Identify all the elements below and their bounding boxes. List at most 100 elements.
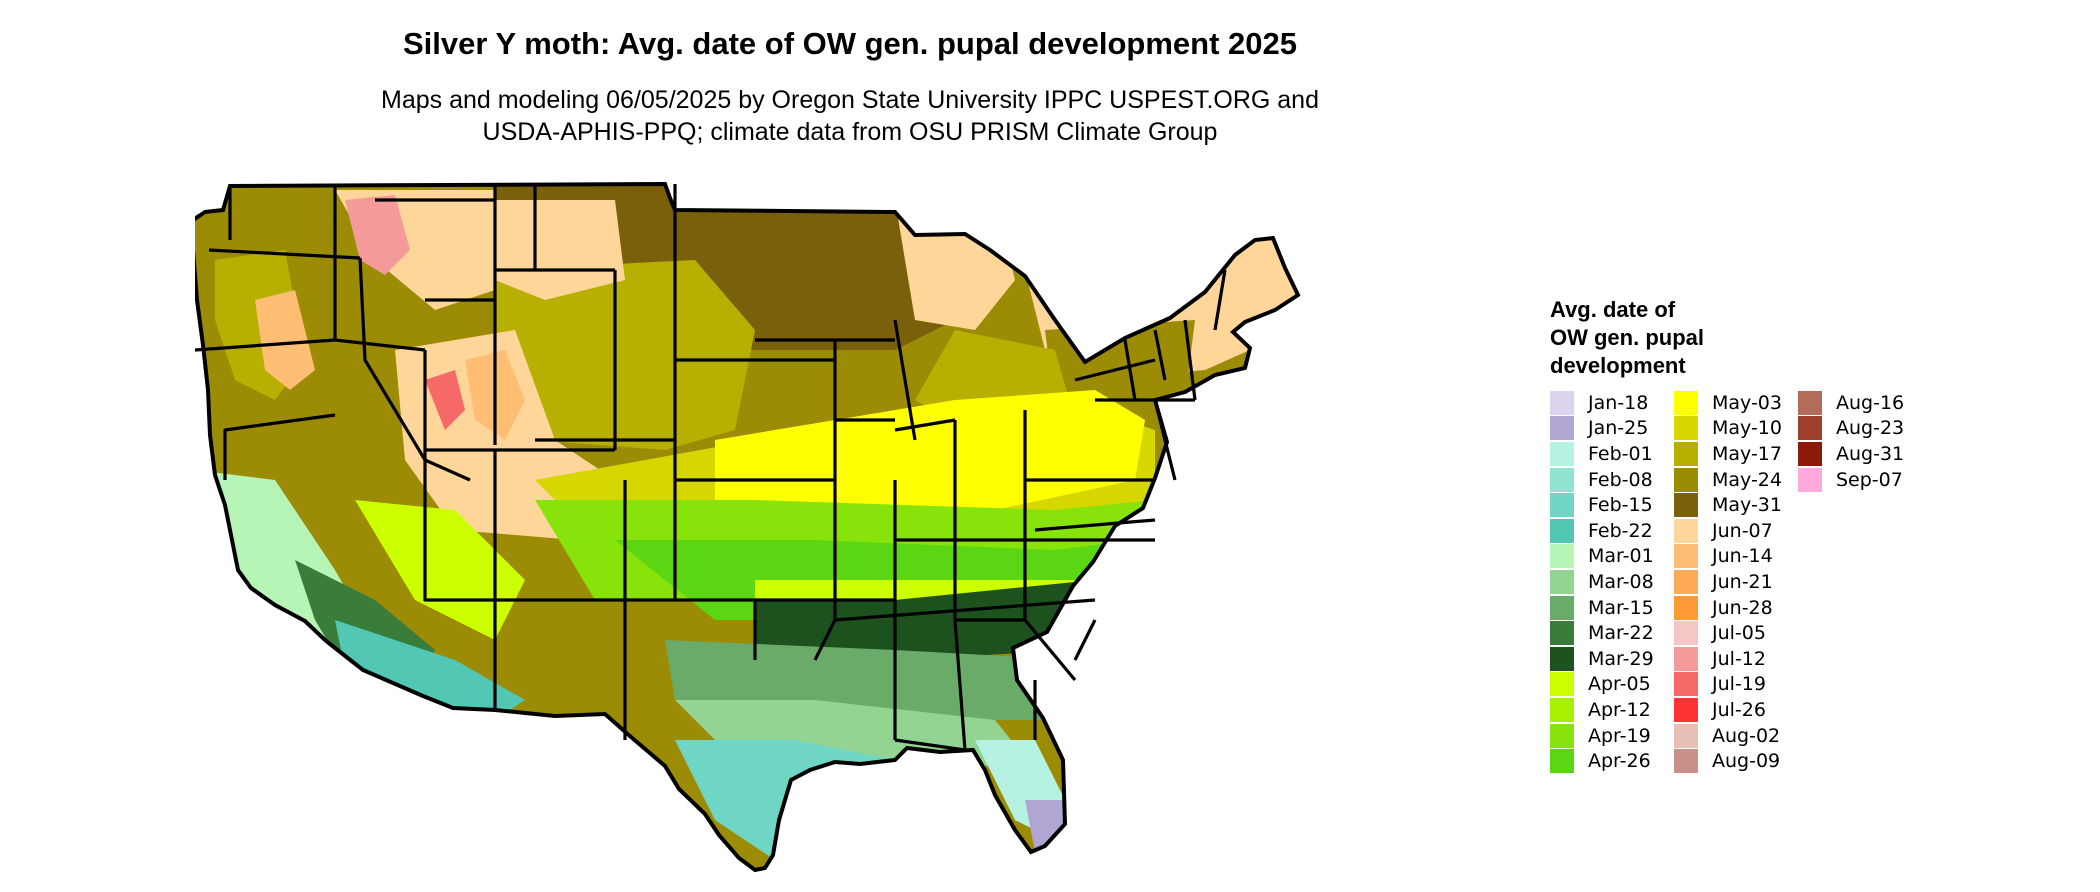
legend-label: Jun-21 bbox=[1712, 570, 1773, 593]
legend-swatch bbox=[1550, 595, 1574, 620]
legend-swatch bbox=[1550, 749, 1574, 774]
legend-swatch bbox=[1674, 569, 1698, 594]
legend-swatch bbox=[1550, 467, 1574, 492]
legend-label: Aug-23 bbox=[1836, 417, 1905, 440]
legend-columns: Jan-18 Jan-25 Feb-01 Feb-08 Feb-15 Feb-22 Mar-… bbox=[1550, 390, 2090, 774]
map-region-feb-22 bbox=[335, 620, 525, 720]
legend-item: Aug-09 bbox=[1674, 748, 1798, 774]
legend-swatch bbox=[1674, 621, 1698, 646]
legend-title: Avg. date of OW gen. pupal development bbox=[1550, 296, 2090, 380]
state-border bbox=[834, 598, 1096, 622]
legend-label: Feb-08 bbox=[1588, 468, 1653, 491]
legend-item: May-03 bbox=[1674, 390, 1798, 416]
legend-swatch bbox=[1674, 441, 1698, 466]
legend-swatch bbox=[1798, 467, 1822, 492]
legend-label: Mar-29 bbox=[1588, 647, 1654, 670]
legend-item: Jul-12 bbox=[1674, 646, 1798, 672]
state-border bbox=[953, 619, 967, 751]
state-border bbox=[1074, 358, 1156, 382]
legend-item: Jun-28 bbox=[1674, 595, 1798, 621]
legend-label: Apr-19 bbox=[1588, 724, 1651, 747]
legend-label: Apr-12 bbox=[1588, 698, 1651, 721]
legend-swatch bbox=[1550, 646, 1574, 671]
subtitle-line-2: USDA-APHIS-PPQ; climate data from OSU PR… bbox=[482, 118, 1218, 146]
map-region-jun-07 bbox=[495, 200, 625, 300]
state-border bbox=[334, 338, 426, 352]
legend-label: Aug-31 bbox=[1836, 442, 1905, 465]
legend-item: May-31 bbox=[1674, 492, 1798, 518]
legend-item: May-17 bbox=[1674, 441, 1798, 467]
legend-item: Jun-21 bbox=[1674, 569, 1798, 595]
legend-item: Aug-31 bbox=[1798, 441, 1922, 467]
map-region-may-17 bbox=[495, 260, 755, 450]
legend-column: May-03 May-10 May-17 May-24 May-31 Jun-07 Jun-… bbox=[1674, 390, 1798, 774]
legend-label: Jul-26 bbox=[1712, 698, 1766, 721]
legend-item: Jul-19 bbox=[1674, 672, 1798, 698]
legend-swatch bbox=[1674, 672, 1698, 697]
legend-swatch bbox=[1798, 441, 1822, 466]
state-border bbox=[1213, 269, 1227, 331]
subtitle-line-1: Maps and modeling 06/05/2025 by Oregon S… bbox=[381, 86, 1319, 114]
legend-label: May-17 bbox=[1712, 442, 1782, 465]
legend-label: May-31 bbox=[1712, 494, 1782, 517]
legend-swatch bbox=[1550, 493, 1574, 518]
legend-item: May-24 bbox=[1674, 467, 1798, 493]
legend-item: Feb-01 bbox=[1550, 441, 1674, 467]
legend-item: Mar-08 bbox=[1550, 569, 1674, 595]
chart-subtitle: Maps and modeling 06/05/2025 by Oregon S… bbox=[0, 84, 1700, 148]
legend-swatch bbox=[1550, 672, 1574, 697]
state-border bbox=[1123, 339, 1137, 401]
legend-label: Jun-14 bbox=[1712, 545, 1773, 568]
legend-swatch bbox=[1674, 467, 1698, 492]
legend-label: Apr-05 bbox=[1588, 673, 1651, 696]
chart-title: Silver Y moth: Avg. date of OW gen. pupa… bbox=[402, 26, 1298, 61]
legend-item: Mar-01 bbox=[1550, 544, 1674, 570]
legend-swatch bbox=[1550, 621, 1574, 646]
legend-swatch bbox=[1550, 544, 1574, 569]
legend-swatch bbox=[1798, 390, 1822, 415]
legend-title-line-3: development bbox=[1550, 353, 1686, 378]
legend-label: May-24 bbox=[1712, 468, 1782, 491]
legend-column: Aug-16 Aug-23 Aug-31 Sep-07 bbox=[1798, 390, 1922, 774]
state-border bbox=[1023, 618, 1077, 682]
legend-swatch bbox=[1550, 569, 1574, 594]
legend-item: Aug-16 bbox=[1798, 390, 1922, 416]
legend-item: Apr-05 bbox=[1550, 672, 1674, 698]
legend-label: May-10 bbox=[1712, 417, 1782, 440]
state-border bbox=[223, 413, 336, 480]
legend-swatch bbox=[1550, 518, 1574, 543]
legend-item: Feb-22 bbox=[1550, 518, 1674, 544]
legend-item: Jun-07 bbox=[1674, 518, 1798, 544]
legend-swatch bbox=[1674, 595, 1698, 620]
legend-item: Mar-22 bbox=[1550, 620, 1674, 646]
legend-item: May-10 bbox=[1674, 416, 1798, 442]
legend-swatch bbox=[1674, 390, 1698, 415]
legend-item: Mar-15 bbox=[1550, 595, 1674, 621]
legend-label: Jul-05 bbox=[1712, 622, 1766, 645]
state-border bbox=[1153, 329, 1167, 381]
legend-swatch bbox=[1798, 416, 1822, 441]
legend-label: Jun-28 bbox=[1712, 596, 1773, 619]
legend-item: Jan-25 bbox=[1550, 416, 1674, 442]
legend-item: Apr-19 bbox=[1550, 723, 1674, 749]
legend-label: Feb-22 bbox=[1588, 519, 1653, 542]
state-border bbox=[893, 319, 917, 441]
state-border bbox=[358, 257, 471, 482]
legend-item: Mar-29 bbox=[1550, 646, 1674, 672]
legend-swatch bbox=[1674, 493, 1698, 518]
legend-label: Jun-07 bbox=[1712, 519, 1773, 542]
legend-label: Aug-16 bbox=[1836, 391, 1905, 414]
legend-swatch bbox=[1674, 544, 1698, 569]
legend-item: Aug-02 bbox=[1674, 723, 1798, 749]
legend-item: Apr-26 bbox=[1550, 748, 1674, 774]
legend-swatch bbox=[1674, 646, 1698, 671]
legend-swatch bbox=[1674, 416, 1698, 441]
map-legend: Avg. date of OW gen. pupal development J… bbox=[1550, 296, 2090, 774]
legend-item: Feb-15 bbox=[1550, 492, 1674, 518]
legend-label: Aug-09 bbox=[1712, 750, 1781, 773]
state-border bbox=[1073, 619, 1097, 661]
legend-swatch bbox=[1550, 416, 1574, 441]
legend-label: Feb-15 bbox=[1588, 494, 1653, 517]
legend-label: Mar-01 bbox=[1588, 545, 1654, 568]
legend-label: Jul-12 bbox=[1712, 647, 1766, 670]
